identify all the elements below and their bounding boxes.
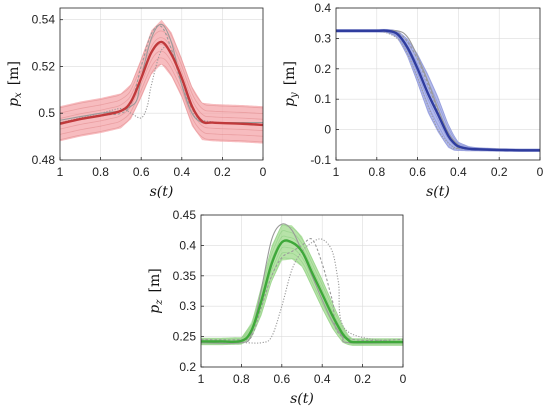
confidence-band xyxy=(201,224,403,346)
x-tick-label: 0.6 xyxy=(133,165,150,179)
demonstration-line xyxy=(201,238,403,341)
mean-trajectory xyxy=(336,29,540,152)
y-tick-label: 0.54 xyxy=(32,13,56,27)
sample-trajectory xyxy=(60,64,263,143)
confidence-band xyxy=(336,28,540,152)
y-tick-label: 0.3 xyxy=(179,299,196,313)
x-tick-label: 0.6 xyxy=(409,165,426,179)
x-tick-label: 0.2 xyxy=(214,165,231,179)
y-tick-label: 0.1 xyxy=(314,92,331,106)
x-axis-label: s(t) xyxy=(290,391,314,407)
axes-box xyxy=(200,214,404,368)
y-tick-label: 0.35 xyxy=(173,269,197,283)
mean-trajectory xyxy=(60,40,263,127)
confidence-band xyxy=(60,19,263,144)
axes-box xyxy=(59,7,264,161)
axes-box xyxy=(335,7,541,161)
y-tick-label: 0.25 xyxy=(173,330,197,344)
x-tick-label: 1 xyxy=(333,165,340,179)
y-tick-label: -0.1 xyxy=(310,153,331,167)
x-axis-label: s(t) xyxy=(150,184,174,200)
x-tick-label: 0 xyxy=(400,372,407,386)
y-tick-label: 0.4 xyxy=(179,238,196,252)
x-tick-label: 0.6 xyxy=(273,372,290,386)
sample-trajectory xyxy=(60,57,263,137)
x-tick-label: 0.8 xyxy=(368,165,385,179)
x-tick-label: 0.4 xyxy=(450,165,467,179)
sample-trajectory xyxy=(60,37,263,120)
y-tick-label: 0.52 xyxy=(32,59,56,73)
sample-trajectory xyxy=(60,30,263,114)
chart-pz: 1 0.8 0.6 0.4 0.2 0 0.2 0.25 0.3 0.35 0.4 0.45 s(t) p… xyxy=(147,208,407,407)
x-tick-label: 0.2 xyxy=(354,372,371,386)
chart-py: 1 0.8 0.6 0.4 0.2 0-0.100.10.20.30.4s(t)py [m… xyxy=(282,1,544,200)
y-tick-label: 0.45 xyxy=(173,208,197,222)
sample-trajectory xyxy=(336,30,540,152)
x-tick-label: 0.4 xyxy=(173,165,190,179)
y-axis-label: px [m] xyxy=(6,61,24,107)
x-tick-label: 1 xyxy=(198,372,205,386)
x-tick-label: 0 xyxy=(260,165,267,179)
sample-trajectory xyxy=(336,28,540,150)
sample-trajectory xyxy=(60,50,263,131)
y-tick-label: 0 xyxy=(324,123,331,137)
sample-trajectory xyxy=(336,31,540,153)
x-tick-label: 0.4 xyxy=(314,372,331,386)
sample-trajectory xyxy=(201,230,403,341)
y-tick-label: 0.2 xyxy=(314,62,331,76)
chart-px: 1 0.8 0.6 0.4 0.2 0 0.48 0.5 0.52 0.54 s(t) px [m] xyxy=(6,7,267,200)
mean-trajectory xyxy=(201,239,403,344)
y-tick-label: 0.3 xyxy=(314,31,331,45)
demonstration-line xyxy=(201,238,403,344)
x-axis-label: s(t) xyxy=(426,184,450,200)
y-tick-label: 0.2 xyxy=(179,360,196,374)
y-tick-label: 0.48 xyxy=(32,153,56,167)
x-tick-label: 0.8 xyxy=(233,372,250,386)
sample-trajectory xyxy=(201,224,403,340)
plot-area-pz xyxy=(201,223,403,346)
y-axis-label: py [m] xyxy=(282,61,300,107)
sample-trajectory xyxy=(336,31,540,152)
sample-trajectory xyxy=(201,257,403,346)
x-tick-label: 1 xyxy=(57,165,64,179)
y-tick-label: 0.4 xyxy=(314,1,331,15)
x-tick-label: 0 xyxy=(537,165,544,179)
plot-area-py xyxy=(336,28,540,153)
x-tick-label: 0.8 xyxy=(92,165,109,179)
y-tick-label: 0.5 xyxy=(38,106,55,120)
y-axis-label: pz [m] xyxy=(147,268,165,313)
x-tick-label: 0.2 xyxy=(491,165,508,179)
plot-area-px xyxy=(60,19,263,144)
